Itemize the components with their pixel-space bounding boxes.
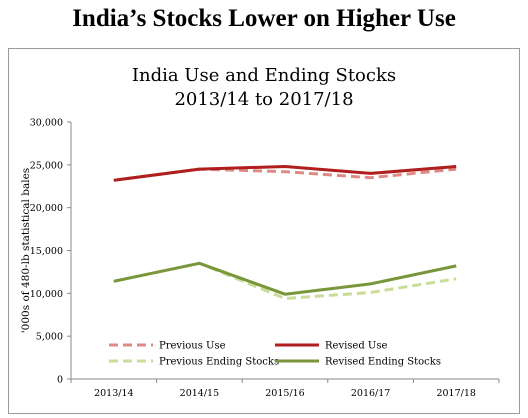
y-tick-label: 15,000 xyxy=(30,246,63,257)
y-tick-label: 10,000 xyxy=(30,289,63,300)
series-line-revised-ending-stocks xyxy=(113,261,457,296)
x-tick-label: 2015/16 xyxy=(265,388,304,399)
y-tick-label: 5,000 xyxy=(36,332,63,343)
chart-legend: Previous Use Revised Use Previous Ending S… xyxy=(109,341,441,368)
chart-series xyxy=(113,165,457,300)
legend-label: Previous Use xyxy=(159,341,226,352)
page-headline: India’s Stocks Lower on Higher Use xyxy=(72,5,456,32)
chart-title-line-2: 2013/14 to 2017/18 xyxy=(174,89,353,110)
y-tick-label: 20,000 xyxy=(30,203,63,214)
legend-label: Revised Ending Stocks xyxy=(325,357,441,368)
chart-title-line-1: India Use and Ending Stocks xyxy=(132,65,396,86)
legend-label: Revised Use xyxy=(325,341,387,352)
x-axis-ticks: 2013/14 2014/15 2015/16 2016/17 2017/18 xyxy=(70,379,500,399)
chart-frame: India Use and Ending Stocks 2013/14 to 20… xyxy=(8,48,520,414)
chart-axes xyxy=(70,122,499,380)
chart-title: India Use and Ending Stocks 2013/14 to 20… xyxy=(132,65,396,110)
legend-item-previous-use: Previous Use xyxy=(109,341,226,352)
legend-item-previous-ending-stocks: Previous Ending Stocks xyxy=(109,357,279,368)
legend-item-revised-use: Revised Use xyxy=(275,341,387,352)
line-chart: India Use and Ending Stocks 2013/14 to 20… xyxy=(20,65,500,399)
legend-item-revised-ending-stocks: Revised Ending Stocks xyxy=(275,357,441,368)
y-axis-label: '000s of 480-lb statistical bales xyxy=(20,168,32,333)
x-tick-label: 2014/15 xyxy=(180,388,219,399)
x-tick-label: 2016/17 xyxy=(351,388,390,399)
x-tick-label: 2013/14 xyxy=(94,388,133,399)
legend-label: Previous Ending Stocks xyxy=(159,357,279,368)
x-tick-label: 2017/18 xyxy=(436,388,475,399)
series-line-revised-use xyxy=(113,165,457,182)
y-tick-label: 25,000 xyxy=(30,160,63,171)
y-axis-title: '000s of 480-lb statistical bales xyxy=(20,168,32,333)
y-tick-label: 30,000 xyxy=(30,118,63,129)
y-tick-label: 0 xyxy=(57,375,63,386)
y-axis-ticks: 0 5,000 10,000 15,000 20,000 25,000 30,000 xyxy=(30,118,71,386)
